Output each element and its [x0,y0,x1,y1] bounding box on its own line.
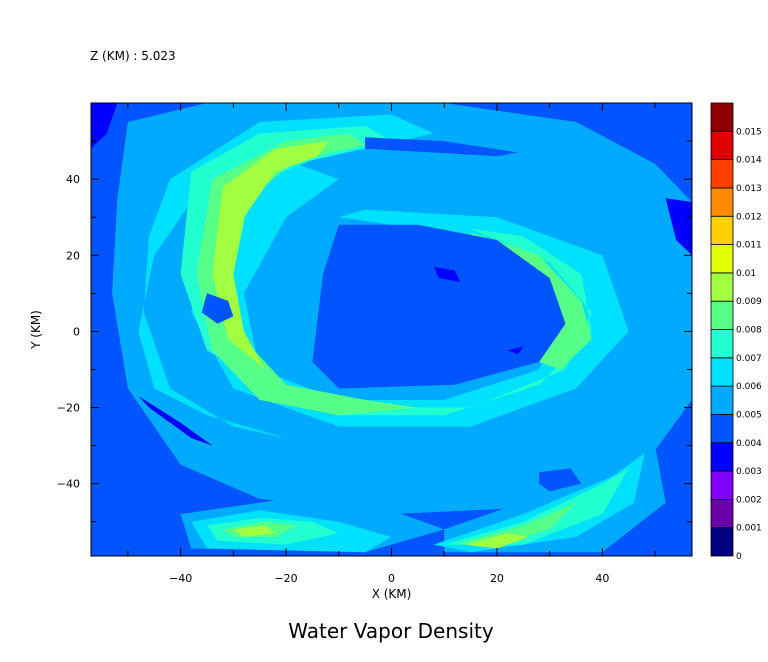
contour-region [433,453,645,553]
contour-region [470,232,592,370]
x-tick-label: −40 [169,572,192,585]
colorbar-label: 0.014 [736,156,762,166]
colorbar-swatch [710,244,734,274]
contour-region [465,533,529,549]
colorbar-swatch [710,159,734,189]
contour-region [312,224,566,389]
y-tick-label: 40 [66,173,80,186]
colorbar-swatch [710,442,734,472]
colorbar-label: 0 [736,552,742,562]
x-tick-label: 0 [388,572,395,585]
contour-region [138,114,629,439]
colorbar-swatch [710,102,734,132]
colorbar-label: 0.003 [736,467,762,477]
colorbar-label: 0.012 [736,212,762,222]
contour-region [507,346,524,355]
colorbar-swatch [710,470,734,500]
colorbar-swatch [710,527,734,557]
colorbar-swatch [710,414,734,444]
level-label: Z (KM) : 5.023 [90,49,176,63]
colorbar-swatch [710,329,734,359]
colorbar-swatch [710,215,734,245]
colorbar-swatch [710,272,734,302]
x-tick-label: −20 [274,572,297,585]
y-tick-label: −20 [57,402,80,415]
colorbar: 0 0.001 0.002 0.003 0.004 0.005 0.006 0.007 0.00… [710,102,762,562]
contour-region [212,141,329,370]
colorbar-label: 0.015 [736,127,762,137]
y-tick-label: −40 [57,478,80,491]
contour-region [539,468,582,492]
contour-region [665,198,692,256]
colorbar-label: 0.002 [736,495,762,505]
colorbar-swatch [710,357,734,387]
colorbar-label: 0.007 [736,354,762,364]
y-tick-label: 20 [66,249,80,262]
chart-title: Water Vapor Density [288,619,494,643]
colorbar-swatch [710,385,734,415]
plot-area [91,103,692,556]
contour-region [233,525,276,537]
contour-region [433,266,460,282]
colorbar-label: 0.001 [736,524,762,534]
contour-region [138,396,213,446]
axes: −40 −20 0 20 40 −40 −20 0 20 40 [57,102,693,585]
colorbar-label: 0.011 [736,241,762,251]
colorbar-label: 0.01 [736,269,756,279]
colorbar-label: 0.004 [736,439,762,449]
y-axis-label: Y (KM) [29,310,43,350]
contour-region [201,293,234,324]
y-tick-label: 0 [73,325,80,338]
colorbar-label: 0.013 [736,184,762,194]
x-axis-label: X (KM) [372,587,412,601]
colorbar-swatch [710,130,734,161]
contour-region [365,137,518,157]
colorbar-label: 0.008 [736,326,762,336]
colorbar-swatch [710,300,734,330]
colorbar-swatch [710,498,734,529]
x-tick-label: 20 [490,572,504,585]
colorbar-label: 0.005 [736,410,762,420]
colorbar-label: 0.009 [736,297,762,307]
contour-region [180,125,592,416]
x-tick-label: 40 [595,572,609,585]
colorbar-label: 0.006 [736,382,762,392]
colorbar-swatch [710,187,734,217]
contour-region [91,103,118,149]
